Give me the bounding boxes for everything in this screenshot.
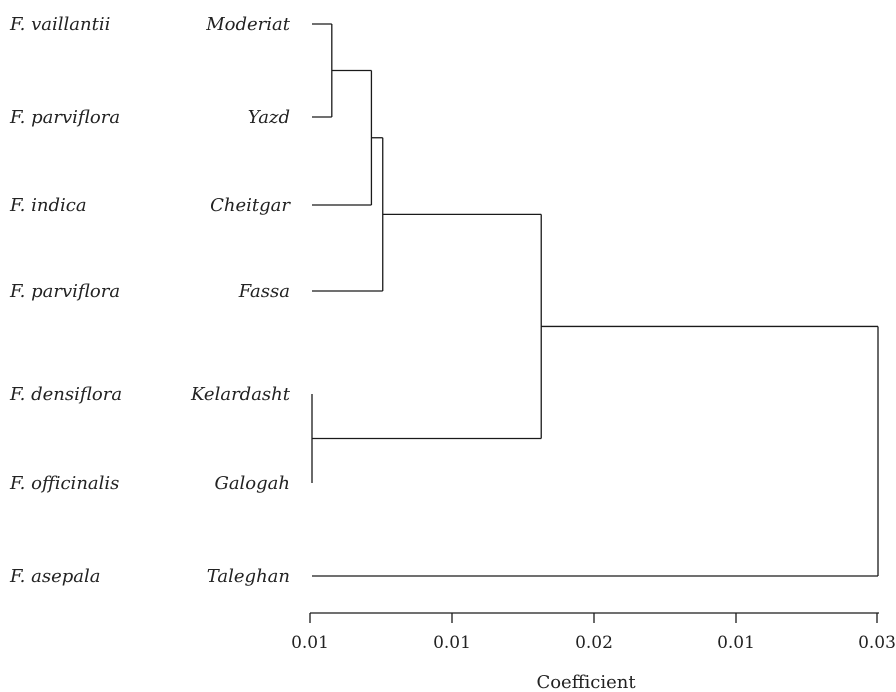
x-tick-label: 0.01 bbox=[291, 633, 329, 653]
x-tick-label: 0.03 bbox=[858, 633, 896, 653]
species-label: F. asepala bbox=[9, 566, 101, 587]
x-axis-title: Coefficient bbox=[536, 672, 636, 692]
species-label: F. officinalis bbox=[9, 473, 119, 494]
x-tick-label: 0.01 bbox=[717, 633, 755, 653]
x-tick-label: 0.01 bbox=[433, 633, 471, 653]
location-label: Yazd bbox=[248, 107, 290, 128]
location-label: Moderiat bbox=[205, 14, 291, 35]
species-label: F. densiflora bbox=[9, 384, 122, 405]
x-axis: 0.01 0.01 0.02 0.01 0.03 bbox=[291, 612, 896, 653]
location-label: Cheitgar bbox=[210, 195, 291, 216]
leaf-labels: F. vaillantii Moderiat F. parviflora Yazd F.… bbox=[9, 14, 291, 587]
location-label: Kelardasht bbox=[190, 384, 291, 405]
location-label: Galogah bbox=[214, 473, 290, 494]
location-label: Taleghan bbox=[207, 566, 290, 587]
species-label: F. vaillantii bbox=[9, 14, 110, 35]
dendrogram-branches bbox=[311, 23, 879, 577]
species-label: F. indica bbox=[9, 195, 87, 216]
species-label: F. parviflora bbox=[9, 281, 120, 302]
x-tick-label: 0.02 bbox=[575, 633, 613, 653]
species-label: F. parviflora bbox=[9, 107, 120, 128]
location-label: Fassa bbox=[238, 281, 290, 302]
